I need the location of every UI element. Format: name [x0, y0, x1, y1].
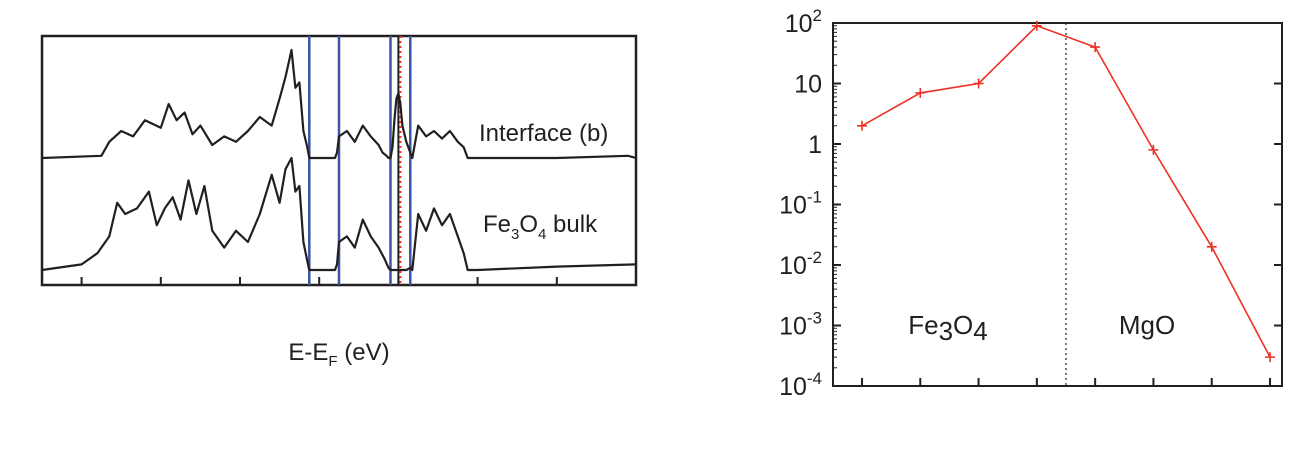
- x-axis-label-main: E-E: [288, 339, 328, 366]
- y-tick-base: 10: [779, 252, 807, 280]
- region-label-part: MgO: [1119, 310, 1175, 340]
- series-label-subscript: 4: [538, 226, 546, 243]
- dos-curve-0: [41, 48, 637, 160]
- dos-curve-1: [41, 156, 637, 272]
- y-tick-label: 102: [785, 6, 822, 38]
- series-label-part: Fe: [483, 211, 511, 238]
- plot-frame: [832, 22, 1283, 387]
- y-tick-base: 10: [794, 71, 822, 99]
- data-point-2: [973, 78, 984, 89]
- series-label-subscript: 3: [511, 226, 519, 243]
- y-tick-base: 10: [779, 373, 807, 401]
- region-label-subscript: 3: [939, 316, 953, 346]
- y-tick-label: 10-1: [779, 188, 822, 220]
- region-label-mgo: MgO: [1119, 310, 1175, 340]
- series-label-bulk: Fe3O4 bulk: [483, 211, 598, 243]
- y-tick-base: 1: [808, 131, 822, 159]
- y-tick-exponent: -2: [807, 248, 822, 267]
- y-tick-label: 10-2: [779, 248, 822, 280]
- y-tick-base: 10: [785, 10, 813, 38]
- y-tick-base: 10: [779, 192, 807, 220]
- series-label-part: Interface (b): [479, 120, 608, 147]
- data-point-7: [1265, 352, 1275, 363]
- series-label-part: O: [519, 211, 538, 238]
- data-point-6: [1206, 241, 1217, 252]
- y-tick-label: 1: [808, 131, 822, 159]
- x-axis-label: E-EF (eV): [288, 339, 389, 370]
- y-tick-exponent: -3: [807, 309, 822, 328]
- data-point-0: [857, 120, 867, 131]
- region-label-subscript: 4: [973, 316, 987, 346]
- y-tick-exponent: 2: [813, 6, 822, 25]
- series-label-part: bulk: [546, 211, 598, 238]
- series-label-interface: Interface (b): [479, 120, 608, 147]
- y-tick-exponent: -4: [807, 369, 822, 388]
- y-tick-label: 10-4: [779, 369, 822, 401]
- data-point-1: [915, 87, 926, 98]
- y-tick-exponent: -1: [807, 188, 822, 207]
- region-label-part: O: [953, 310, 973, 340]
- data-point-5: [1148, 144, 1159, 155]
- amplitude-line: [861, 24, 1271, 358]
- data-point-4: [1090, 42, 1101, 53]
- region-label-fe3o4: Fe3O4: [908, 310, 988, 346]
- y-tick-label: 10: [794, 71, 822, 99]
- data-point-3: [1031, 20, 1042, 31]
- x-axis-label-unit: (eV): [338, 339, 390, 366]
- y-tick-label: 10-3: [779, 309, 822, 341]
- region-label-part: Fe: [908, 310, 938, 340]
- y-tick-base: 10: [779, 313, 807, 341]
- dos-panel: Interface (b) Fe3O4 bulk E-EF (eV): [40, 34, 638, 370]
- x-axis-label-subscript: F: [328, 353, 337, 370]
